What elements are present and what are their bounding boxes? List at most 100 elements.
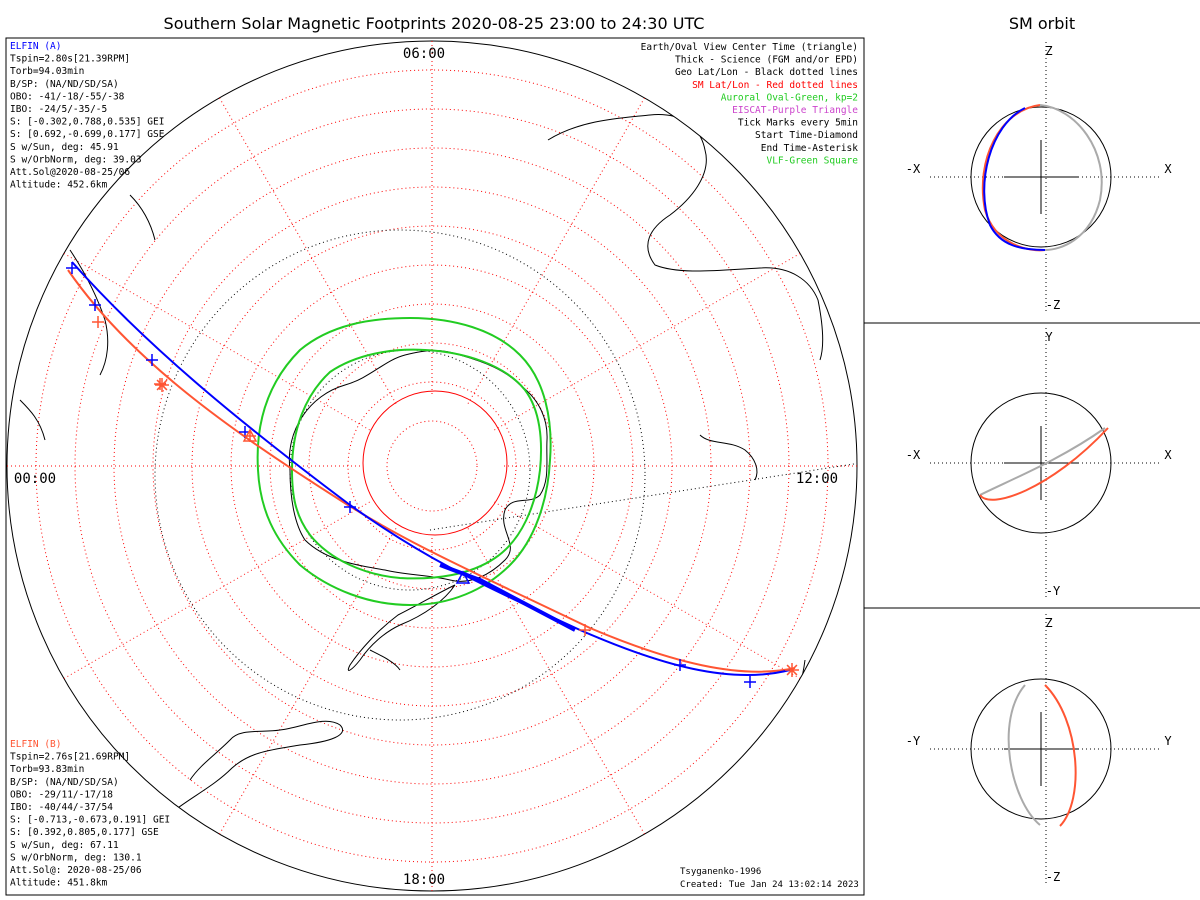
- footprint-tracks: [66, 261, 799, 688]
- probe-b-track: [67, 269, 796, 673]
- probe-info-line: S: [0.692,-0.699,0.177] GSE: [10, 129, 165, 140]
- mlt-label-12: 12:00: [796, 471, 838, 487]
- legend: Earth/Oval View Center Time (triangle) Th…: [641, 42, 859, 166]
- probe-a-science-segment: [439, 563, 576, 632]
- orbit-trace: [1007, 684, 1041, 826]
- figure-title: Southern Solar Magnetic Footprints 2020-…: [164, 14, 705, 33]
- legend-item: SM Lat/Lon - Red dotted lines: [692, 80, 858, 91]
- map-frame: [5, 37, 865, 896]
- orbit-panel: Z -Z -X X: [906, 42, 1172, 312]
- sm-meridian: [216, 93, 397, 404]
- probe-b-tick: [92, 316, 104, 328]
- probe-info-line: Tspin=2.76s[21.69RPM]: [10, 752, 130, 763]
- orbit-trace: [1039, 104, 1103, 251]
- sm-pole-circle: [362, 390, 508, 536]
- probe-b-end-asterisk: [155, 378, 169, 392]
- probe-info-line: Tspin=2.80s[21.39RPM]: [10, 54, 130, 65]
- probe-info-line: S w/OrbNorm, deg: 39.03: [10, 154, 142, 165]
- probe-a-tick: [146, 354, 158, 366]
- sm-meridian: [216, 528, 397, 839]
- legend-item: Start Time-Diamond: [755, 130, 858, 141]
- probe-info-line: Torb=94.03min: [10, 66, 84, 77]
- orbit-axis-label: Z: [1045, 616, 1052, 630]
- orbit-trace: [979, 427, 1106, 496]
- auroral-oval-outer: [256, 316, 552, 607]
- probe-a-tick: [344, 501, 356, 513]
- probe-b-tick: [579, 624, 591, 636]
- sm-lat-ring: [269, 303, 595, 629]
- legend-item: VLF-Green Square: [766, 155, 858, 166]
- antarctic-peninsula-coast: [347, 584, 456, 671]
- orbit-axis-label: Y: [1164, 734, 1172, 748]
- legend-item: Geo Lat/Lon - Black dotted lines: [675, 67, 858, 78]
- probe-info-line: Att.Sol@2020-08-25/06: [10, 167, 130, 178]
- orbit-panel: Z -Z -Y Y: [906, 614, 1172, 884]
- probe-name: ELFIN (B): [10, 739, 61, 750]
- sm-lat-ring: [35, 69, 829, 863]
- sm-meridian: [467, 528, 648, 839]
- probe-b-end-asterisk: [785, 663, 799, 677]
- sm-lat-ring: [347, 381, 517, 551]
- sm-lat-ring: [152, 186, 712, 746]
- geo-lat-ring: [154, 229, 646, 721]
- orbit-axis-label: Z: [1045, 44, 1052, 58]
- probe-b-info: ELFIN (B) Tspin=2.76s[21.69RPM]Torb=93.83…: [10, 739, 170, 889]
- probe-a-tick: [66, 262, 78, 274]
- probe-a-info: ELFIN (A) Tspin=2.80s[21.39RPM]Torb=94.03…: [10, 41, 165, 191]
- probe-a-track: [71, 261, 791, 676]
- orbit-axis-label: X: [1164, 162, 1172, 176]
- mlt-label-00: 00:00: [14, 471, 56, 487]
- legend-item: Auroral Oval-Green, kp=2: [721, 92, 858, 103]
- island-coast: [699, 434, 758, 481]
- probe-info-line: S w/Sun, deg: 45.91: [10, 142, 119, 153]
- sm-lat-ring: [74, 108, 790, 824]
- probe-a-tick: [744, 676, 756, 688]
- probe-a-tick: [89, 299, 101, 311]
- sm-meridian: [494, 501, 805, 682]
- sm-lat-ring: [113, 147, 751, 785]
- island-coast: [129, 194, 156, 241]
- model-credit: Tsyganenko-1996: [680, 867, 761, 877]
- sm-lat-ring: [308, 342, 556, 590]
- geo-grid: [154, 229, 857, 721]
- probe-info-line: Torb=93.83min: [10, 764, 84, 775]
- orbit-panel: Y -Y -X X: [906, 328, 1172, 598]
- probe-info-line: S: [-0.713,-0.673,0.191] GEI: [10, 815, 170, 826]
- orbit-panels: Z -Z -X X Y -Y -X X Z -Z -Y Y: [906, 42, 1172, 884]
- legend-item: Thick - Science (FGM and/or EPD): [675, 55, 858, 66]
- probe-info-line: S: [-0.302,0.788,0.535] GEI: [10, 117, 164, 128]
- sm-grid: [7, 41, 857, 891]
- south-america-coast: [119, 720, 343, 891]
- auroral-oval-inner: [290, 348, 543, 580]
- legend-item: Tick Marks every 5min: [738, 118, 858, 129]
- probe-info-line: B/SP: (NA/ND/SD/SA): [10, 777, 119, 788]
- probe-a-tick: [674, 659, 686, 671]
- legend-item: EISCAT-Purple Triangle: [732, 105, 858, 116]
- orbit-axis-label: -Z: [1046, 870, 1060, 884]
- legend-item: End Time-Asterisk: [761, 143, 859, 154]
- antarctica-coast: [288, 350, 548, 582]
- orbit-title: SM orbit: [1009, 14, 1075, 33]
- sm-lat-ring: [386, 420, 478, 512]
- orbit-axis-label: -X: [906, 448, 921, 462]
- new-zealand-coast: [19, 249, 109, 441]
- probe-info-line: S w/OrbNorm, deg: 130.1: [10, 852, 142, 863]
- sm-meridian: [467, 93, 648, 404]
- probe-info-line: OBO: -29/11/-17/18: [10, 789, 113, 800]
- orbit-axis-label: Y: [1045, 330, 1053, 344]
- probe-info-line: IBO: -40/44/-37/54: [10, 802, 113, 813]
- mlt-label-18: 18:00: [403, 872, 445, 888]
- geo-lat-ring: [289, 349, 531, 591]
- probe-info-line: S w/Sun, deg: 67.11: [10, 840, 119, 851]
- mlt-label-06: 06:00: [403, 46, 445, 62]
- orbit-trace: [983, 107, 1046, 251]
- orbit-axis-label: -Z: [1046, 298, 1060, 312]
- probe-info-line: B/SP: (NA/ND/SD/SA): [10, 79, 119, 90]
- sm-meridian: [59, 501, 370, 682]
- orbit-trace: [1044, 684, 1077, 827]
- orbit-axis-label: X: [1164, 448, 1172, 462]
- probe-info-line: OBO: -41/-18/-55/-38: [10, 91, 125, 102]
- sm-meridian: [494, 250, 805, 431]
- africa-coast: [739, 659, 806, 891]
